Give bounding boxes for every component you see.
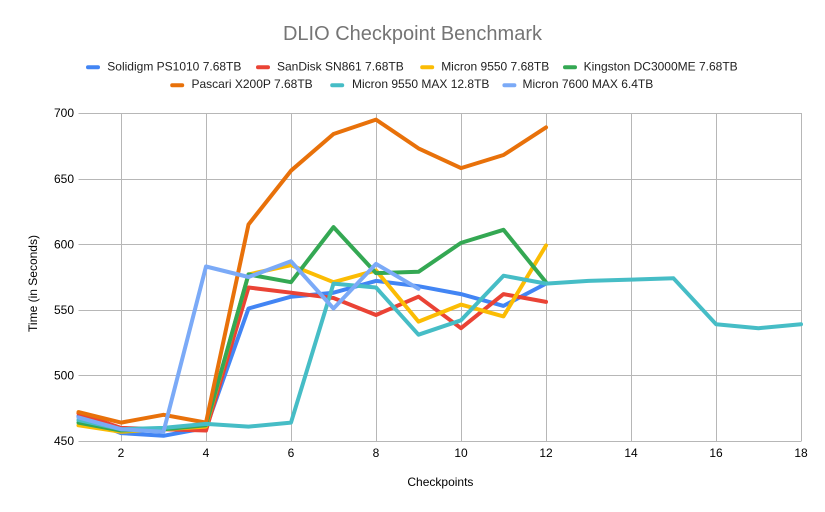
svg-text:Solidigm PS1010 7.68TB: Solidigm PS1010 7.68TB — [107, 59, 241, 73]
svg-text:18: 18 — [794, 446, 808, 460]
svg-text:650: 650 — [54, 172, 74, 186]
svg-text:2: 2 — [118, 446, 125, 460]
svg-text:Time (in Seconds): Time (in Seconds) — [26, 235, 40, 332]
svg-text:Micron 9550 7.68TB: Micron 9550 7.68TB — [441, 59, 549, 73]
svg-text:450: 450 — [54, 434, 74, 448]
svg-text:Checkpoints: Checkpoints — [407, 475, 473, 489]
svg-text:16: 16 — [709, 446, 723, 460]
svg-text:6: 6 — [288, 446, 295, 460]
svg-text:8: 8 — [373, 446, 380, 460]
svg-text:Micron 7600 MAX 6.4TB: Micron 7600 MAX 6.4TB — [523, 77, 654, 91]
svg-text:700: 700 — [54, 106, 74, 120]
svg-text:14: 14 — [624, 446, 638, 460]
svg-text:Pascari X200P 7.68TB: Pascari X200P 7.68TB — [192, 77, 313, 91]
svg-text:4: 4 — [203, 446, 210, 460]
svg-text:10: 10 — [454, 446, 468, 460]
svg-text:Kingston DC3000ME 7.68TB: Kingston DC3000ME 7.68TB — [584, 59, 738, 73]
svg-text:12: 12 — [539, 446, 553, 460]
svg-text:SanDisk SN861 7.68TB: SanDisk SN861 7.68TB — [277, 59, 404, 73]
svg-text:500: 500 — [54, 369, 74, 383]
svg-text:DLIO Checkpoint Benchmark: DLIO Checkpoint Benchmark — [283, 23, 543, 45]
svg-text:550: 550 — [54, 303, 74, 317]
svg-text:Micron 9550 MAX 12.8TB: Micron 9550 MAX 12.8TB — [352, 77, 489, 91]
svg-text:600: 600 — [54, 237, 74, 251]
